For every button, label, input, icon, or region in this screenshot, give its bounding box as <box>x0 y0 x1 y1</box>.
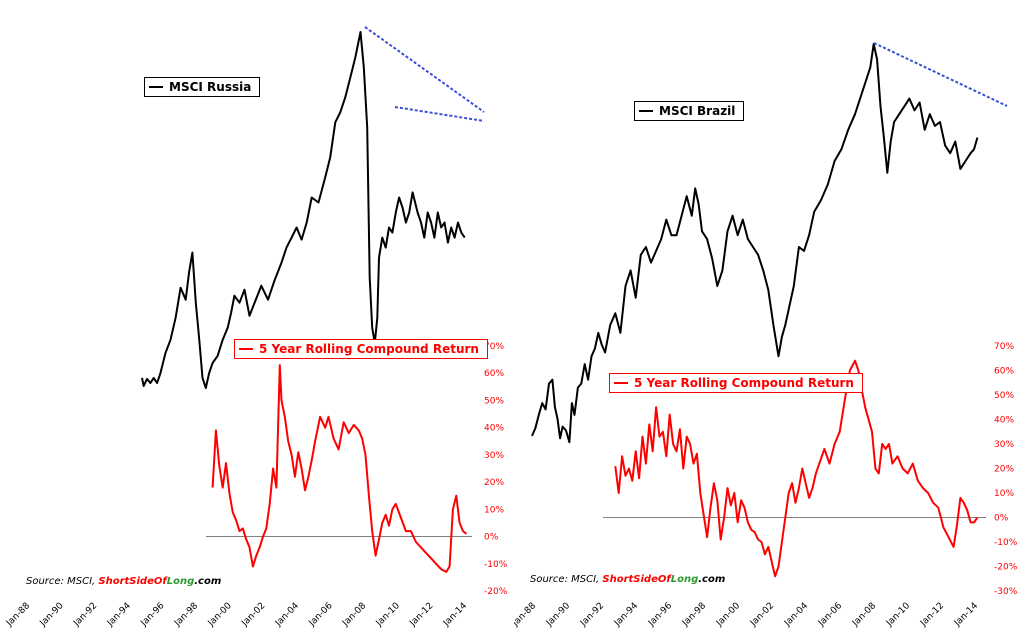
x-tick-label: Jan-00 <box>206 601 234 629</box>
y-tick-label: 0% <box>994 514 1009 524</box>
source-prefix: Source: MSCI, <box>530 574 603 585</box>
x-tick-label: Jan-96 <box>139 601 167 629</box>
legend-rolling-return-brazil: 5 Year Rolling Compound Return <box>609 373 863 393</box>
y-tick-label: 20% <box>994 465 1014 475</box>
x-tick-label: Jan-90 <box>544 601 572 629</box>
x-tick-label: Jan-02 <box>748 601 776 629</box>
brand-part3: .com <box>194 576 222 587</box>
x-tick-label: Jan-04 <box>782 601 810 629</box>
rolling-return-line <box>614 359 979 578</box>
legend-msci-russia: MSCI Russia <box>144 77 261 97</box>
x-tick-label: Jan-98 <box>172 601 200 629</box>
legend-label-price: MSCI Russia <box>169 80 252 94</box>
legend-msci-brazil: MSCI Brazil <box>634 101 745 121</box>
x-tick-label: Jan-08 <box>850 601 878 629</box>
x-tick-label: Jan-06 <box>307 601 335 629</box>
y-tick-label: 0% <box>484 533 499 543</box>
y-tick-label: 10% <box>994 489 1014 499</box>
brand-part3: .com <box>698 574 726 585</box>
x-tick-label: Jan-04 <box>273 601 301 629</box>
trendline <box>364 26 485 113</box>
x-tick-label: Jan-90 <box>38 601 66 629</box>
legend-label-rolling: 5 Year Rolling Compound Return <box>259 342 479 356</box>
x-tick-label: Jan-14 <box>952 601 980 629</box>
y-tick-label: 20% <box>484 478 504 488</box>
y-tick-label: 30% <box>994 440 1014 450</box>
legend-swatch-rolling <box>614 382 628 384</box>
trendline <box>873 42 1008 107</box>
x-tick-label: Jan-94 <box>612 601 640 629</box>
x-tick-label: Jan-10 <box>374 601 402 629</box>
y-tick-label: 60% <box>484 369 504 379</box>
legend-swatch-rolling <box>239 348 253 350</box>
y-tick-label: -20% <box>484 587 508 597</box>
x-tick-label: Jan-92 <box>578 601 606 629</box>
x-tick-label: Jan-10 <box>884 601 912 629</box>
x-tick-label: Jan-12 <box>408 601 436 629</box>
rolling-return-line <box>211 364 468 573</box>
y-tick-label: -10% <box>484 560 508 570</box>
y-tick-label: 50% <box>994 391 1014 401</box>
x-tick-label: Jan-12 <box>918 601 946 629</box>
x-tick-label: Jan-06 <box>816 601 844 629</box>
y-tick-label: 70% <box>994 342 1014 352</box>
price-series-line <box>141 31 466 389</box>
legend-label-rolling: 5 Year Rolling Compound Return <box>634 376 854 390</box>
brand-part1: ShortSideOf <box>602 574 671 585</box>
y-tick-label: 60% <box>994 367 1014 377</box>
legend-swatch-price <box>149 86 163 88</box>
y-tick-label: 10% <box>484 505 504 515</box>
x-tick-label: Jan-92 <box>71 601 99 629</box>
brand-part2: Long <box>670 574 699 585</box>
y-tick-label: -10% <box>994 538 1018 548</box>
brand-part1: ShortSideOf <box>98 576 167 587</box>
source-note: Source: MSCI, ShortSideOfLong.com <box>530 574 725 585</box>
legend-label-price: MSCI Brazil <box>659 104 736 118</box>
source-note: Source: MSCI, ShortSideOfLong.com <box>26 576 221 587</box>
legend-rolling-return-russia: 5 Year Rolling Compound Return <box>234 339 488 359</box>
x-tick-label: Jan-08 <box>340 601 368 629</box>
y-tick-label: 30% <box>484 451 504 461</box>
brand-part2: Long <box>166 576 195 587</box>
x-tick-label: Jan-98 <box>680 601 708 629</box>
x-tick-label: Jan-96 <box>646 601 674 629</box>
x-tick-label: Jan-88 <box>4 601 32 629</box>
x-tick-label: Jan-02 <box>239 601 267 629</box>
y-tick-label: 70% <box>484 342 504 352</box>
y-tick-label: -20% <box>994 563 1018 573</box>
y-tick-label: -30% <box>994 587 1018 597</box>
x-tick-label: Jan-14 <box>441 601 469 629</box>
y-tick-label: 40% <box>484 424 504 434</box>
chart-russia-svg: 70%60%50%40%30%20%10%0%-10%-20%Jan-88 Jan… <box>4 26 508 629</box>
y-tick-label: 40% <box>994 416 1014 426</box>
chart-msci-brazil: 70% 60% 50% 40% 30% 20% 10% 0% -10% -20% -30% Jan-8… <box>514 0 1029 640</box>
x-tick-label: Jan-94 <box>105 601 133 629</box>
x-tick-label: Jan-00 <box>714 601 742 629</box>
legend-swatch-price <box>639 110 653 112</box>
trendline <box>394 106 485 122</box>
y-tick-label: 50% <box>484 396 504 406</box>
chart-brazil-svg: 70% 60% 50% 40% 30% 20% 10% 0% -10% -20% -30% Jan-8… <box>514 42 1018 629</box>
price-series-line <box>531 42 979 444</box>
chart-msci-russia: 70% 60% 50% 40% 30% 20% 10% 0% -10% -20% Jan-88 Jan… <box>0 0 514 640</box>
source-prefix: Source: MSCI, <box>26 576 99 587</box>
x-tick-label: Jan-88 <box>514 601 538 629</box>
